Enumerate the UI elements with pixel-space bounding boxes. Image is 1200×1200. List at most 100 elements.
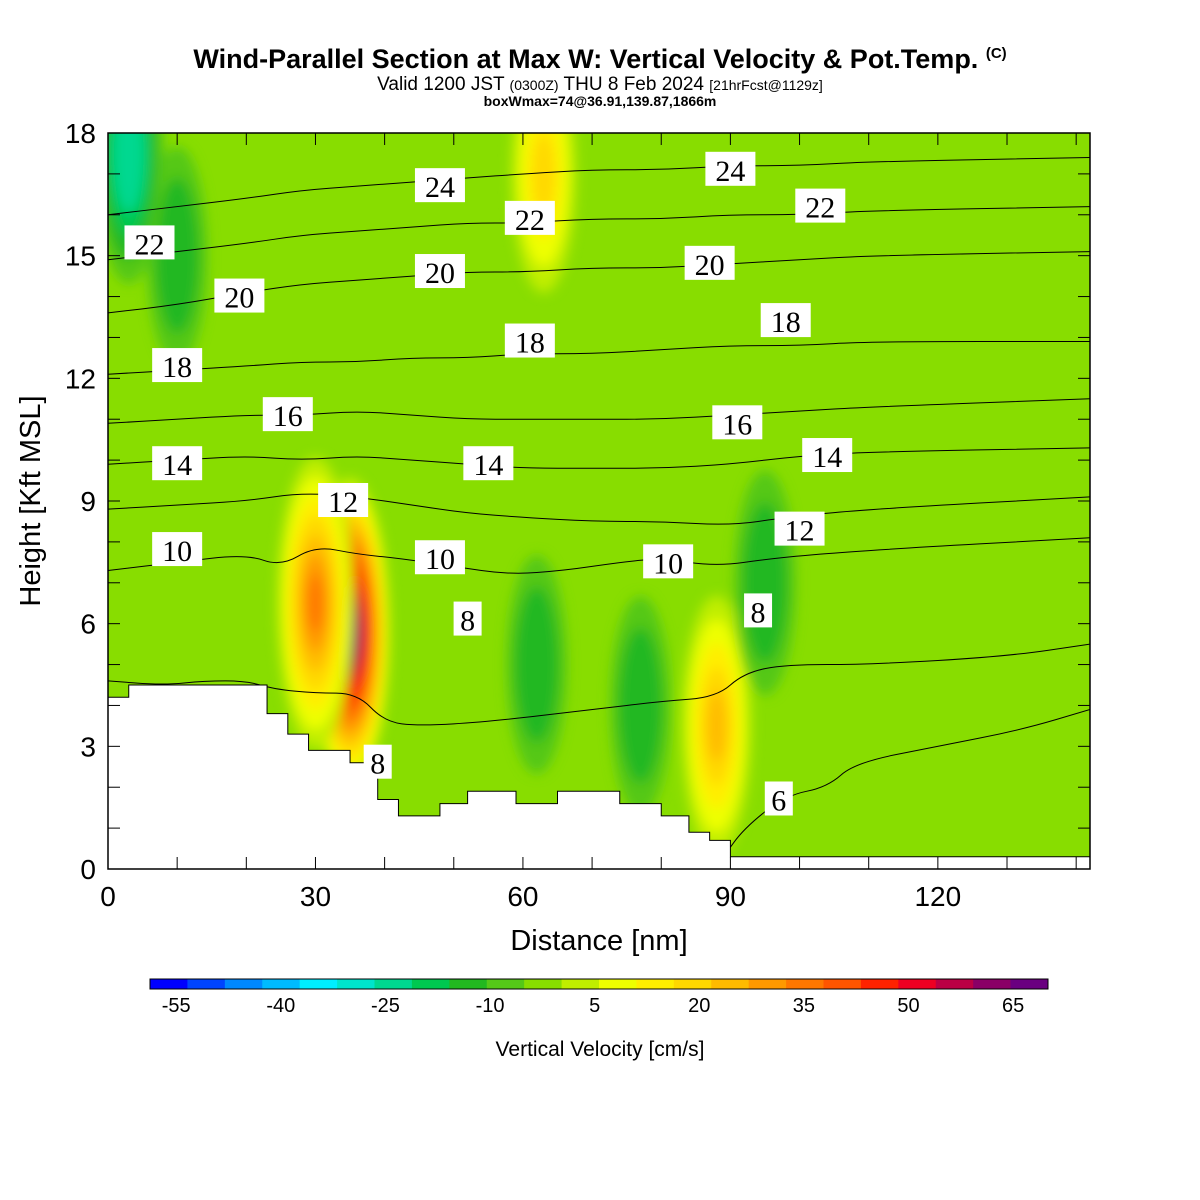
contour-label-text: 24 (715, 155, 745, 188)
colorbar-swatch (337, 979, 375, 989)
contour-label: 22 (504, 200, 555, 237)
contour-label: 18 (152, 348, 203, 384)
chart-title-text: Wind-Parallel Section at Max W: Vertical… (193, 44, 979, 74)
contour-label-box (414, 168, 465, 203)
colorbar-swatch (1010, 979, 1049, 989)
valid-date: THU 8 Feb 2024 (563, 74, 704, 95)
colorbar-swatch (636, 979, 675, 989)
colorbar-tick-label: -25 (371, 995, 400, 1017)
colorbar-swatch (449, 979, 488, 989)
vertical-velocity-field: 22 20 20 20 22 22 24 24 18 18 18 16 16 14 14 14 12 12 10 10… (108, 133, 1090, 869)
colorbar-swatch (224, 979, 263, 989)
contour-label: 14 (463, 446, 514, 482)
contour-label-text: 14 (473, 449, 503, 482)
colorbar-swatch (711, 979, 750, 989)
theta-contour (108, 398, 1090, 424)
contour-label-box (760, 303, 811, 338)
contour-label: 18 (760, 303, 811, 339)
contour-label: 8 (744, 593, 773, 629)
colorbar-tick-label: -55 (162, 995, 191, 1017)
contour-label-text: 14 (162, 449, 192, 482)
contour-label: 8 (453, 601, 482, 638)
contour-label-text: 24 (425, 171, 455, 204)
colorbar-swatch (673, 979, 712, 989)
contour-label: 10 (643, 544, 694, 580)
contour-label-box (684, 245, 735, 280)
contour-label-box (152, 532, 203, 567)
forecast-info: [21hrFcst@1129z] (709, 77, 823, 93)
contour-label: 10 (152, 532, 203, 568)
contour-label-box (774, 511, 825, 546)
x-axis-title: Distance [nm] (510, 925, 687, 957)
velocity-cells (108, 133, 796, 856)
contour-label-box (318, 483, 369, 517)
colorbar-tick-label: 35 (793, 995, 815, 1017)
x-axis: 0 30 60 90 120 (100, 133, 1077, 912)
velocity-cell (532, 134, 555, 214)
contour-label-text: 14 (812, 441, 842, 474)
theta-contour (108, 643, 1090, 726)
contour-label: 24 (414, 168, 465, 204)
contour-label: 12 (774, 511, 825, 548)
contour-label-text: 10 (162, 535, 192, 568)
contour-label: 6 (764, 781, 793, 817)
y-tick-label: 12 (65, 363, 96, 394)
contour-label-text: 8 (751, 596, 766, 629)
valid-time: Valid 1200 JST (377, 74, 505, 95)
colorbar-swatch (486, 979, 525, 989)
x-tick-label: 60 (507, 881, 538, 912)
contour-label-box (453, 601, 482, 636)
contour-label-box (463, 446, 514, 481)
y-tick-label: 6 (80, 609, 96, 640)
contour-label: 18 (504, 323, 555, 360)
contour-label-text: 22 (134, 228, 164, 261)
velocity-cell (307, 574, 324, 633)
colorbar-swatch (823, 979, 862, 989)
colorbar: -55 -40 -25 -10 5 20 35 50 65 (149, 978, 1049, 1017)
y-axis: 0 3 6 9 12 15 18 (65, 118, 1090, 885)
theta-contour (108, 157, 1090, 216)
colorbar-swatch (748, 979, 787, 989)
contour-label-text: 12 (785, 515, 815, 548)
contour-label-box (744, 593, 773, 628)
colorbar-frame (149, 978, 1049, 990)
colorbar-tick-label: 50 (897, 995, 919, 1017)
chart-title: Wind-Parallel Section at Max W: Vertical… (0, 44, 1200, 75)
contour-label-box (262, 397, 313, 432)
colorbar-tick-label: 5 (589, 995, 600, 1017)
colorbar-swatch (898, 979, 937, 989)
colorbar-tick-label: 65 (1002, 995, 1024, 1017)
colorbar-swatch (524, 979, 563, 989)
contour-label-text: 16 (273, 400, 303, 433)
contour-label-box (643, 544, 694, 579)
x-tick-label: 30 (300, 881, 331, 912)
contour-label: 14 (802, 438, 853, 474)
contour-label-text: 8 (460, 605, 475, 638)
contour-label: 24 (705, 151, 756, 188)
contour-label-text: 6 (771, 784, 786, 817)
y-tick-label: 3 (80, 731, 96, 762)
colorbar-swatch (374, 979, 413, 989)
contour-label-text: 22 (805, 192, 835, 225)
contour-label-box (764, 781, 793, 816)
velocity-cell (523, 617, 550, 712)
contour-label: 14 (152, 446, 203, 482)
y-tick-label: 0 (80, 854, 96, 885)
contour-labels: 22 20 20 20 22 22 24 24 18 18 18 16 16 14 14 14 12 12 10 10… (124, 151, 853, 817)
contour-label-text: 10 (653, 547, 683, 580)
chart-subtitle: Valid 1200 JST (0300Z) THU 8 Feb 2024 [2… (0, 74, 1200, 96)
y-tick-label: 15 (65, 241, 96, 272)
colorbar-swatch (973, 979, 1012, 989)
contour-label: 20 (684, 245, 735, 282)
theta-contour (108, 341, 1090, 375)
x-tick-label: 90 (715, 881, 746, 912)
y-axis-title: Height [Kft MSL] (15, 395, 47, 606)
contour-label-text: 22 (515, 204, 545, 237)
contour-label: 20 (214, 278, 265, 315)
contour-label: 22 (795, 188, 846, 225)
velocity-cell (627, 658, 654, 753)
contour-label-box (802, 438, 853, 473)
contour-label: 16 (712, 405, 763, 441)
contour-label: 22 (124, 225, 175, 261)
